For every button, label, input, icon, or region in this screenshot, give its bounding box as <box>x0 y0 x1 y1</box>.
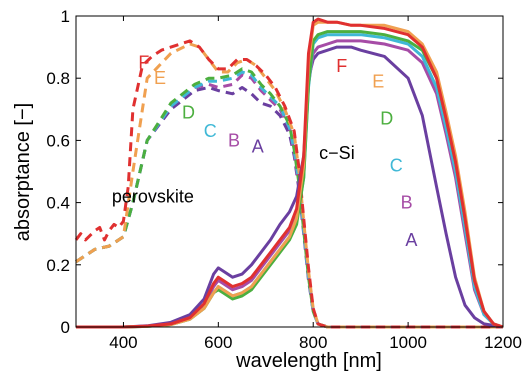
y-tick-label: 0 <box>61 318 70 337</box>
y-axis-title: absorptance [−] <box>12 103 34 241</box>
series-label-c-Si-B: B <box>401 193 413 213</box>
y-tick-label: 0.8 <box>46 69 70 88</box>
series-label-c-Si-C: C <box>390 155 403 175</box>
annotation-0: perovskite <box>112 186 194 206</box>
x-tick-label: 800 <box>299 333 327 352</box>
y-tick-label: 0.6 <box>46 131 70 150</box>
series-label-c-Si-D: D <box>380 109 393 129</box>
x-tick-label: 1000 <box>389 333 427 352</box>
series-label-c-Si-F: F <box>336 56 347 76</box>
plot-frame <box>75 15 504 328</box>
x-axis-title: wavelength [nm] <box>235 350 382 372</box>
series-label-perovskite-A: A <box>252 137 264 157</box>
annotation-1: c−Si <box>319 143 355 163</box>
series-label-perovskite-B: B <box>228 130 240 150</box>
annotations: perovskite c−Si <box>112 143 355 207</box>
axis-ticks <box>76 15 504 328</box>
series-label-perovskite-F: F <box>138 53 149 73</box>
series-line-perovskite-D <box>75 67 503 329</box>
x-tick-label: 1200 <box>484 333 522 352</box>
y-tick-label: 0.2 <box>46 256 70 275</box>
series-label-c-Si-E: E <box>372 71 384 91</box>
x-tick-label: 600 <box>204 333 232 352</box>
x-tick-label: 400 <box>109 333 137 352</box>
series-label-perovskite-E: E <box>154 68 166 88</box>
series-line-c-Si-F <box>76 17 504 329</box>
y-tick-label: 1 <box>61 7 70 26</box>
series-label-c-Si-A: A <box>405 230 417 250</box>
y-tick-label: 0.4 <box>46 194 70 213</box>
series-label-perovskite-D: D <box>182 102 195 122</box>
series-line-perovskite-E <box>75 42 503 329</box>
tick-labels: 400 600 800 1000 1200 0 0.2 0.4 0.6 0.8 1 <box>46 7 522 352</box>
series-label-perovskite-C: C <box>204 121 217 141</box>
plot-lines <box>74 17 504 329</box>
